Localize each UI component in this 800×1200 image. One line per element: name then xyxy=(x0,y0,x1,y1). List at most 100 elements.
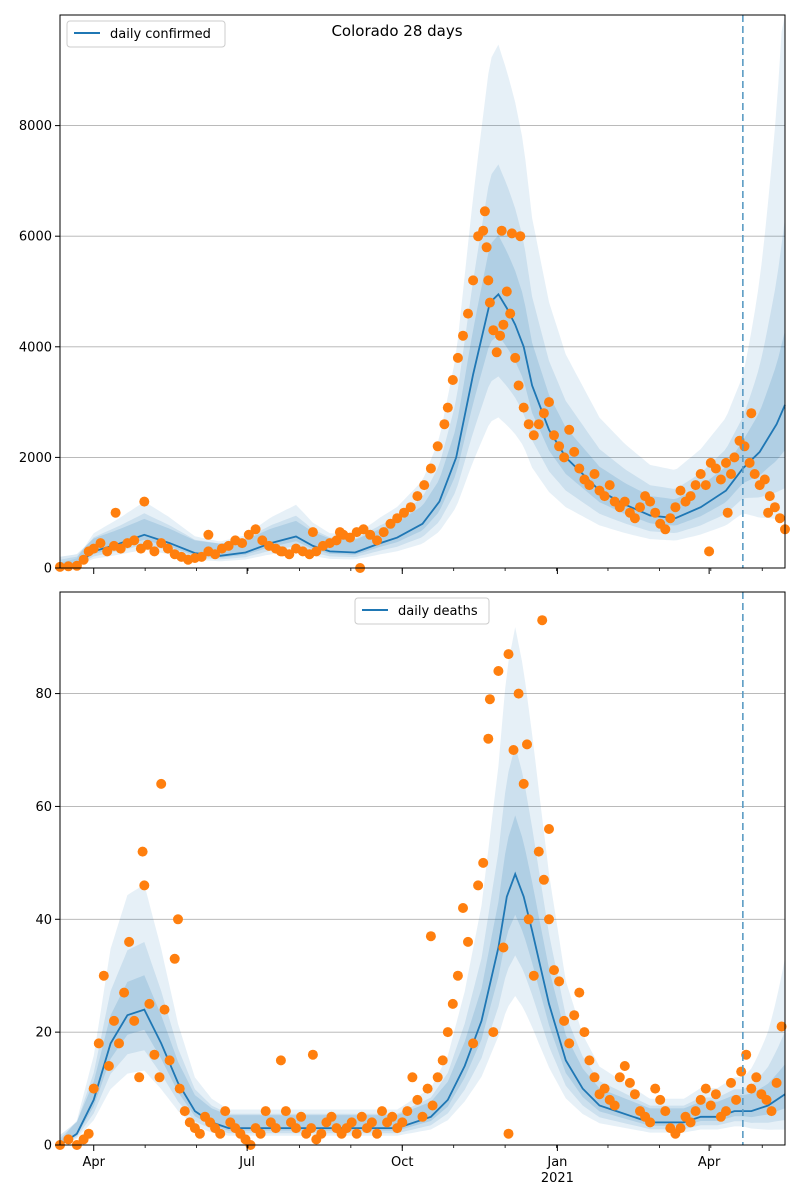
observed-point xyxy=(515,231,526,242)
observed-point xyxy=(144,998,155,1009)
observed-point xyxy=(505,308,516,319)
observed-point xyxy=(518,778,529,789)
observed-point xyxy=(439,419,450,430)
observed-point xyxy=(378,527,389,538)
observed-point xyxy=(463,936,473,947)
deaths-plot-area xyxy=(60,592,785,1145)
observed-point xyxy=(533,846,544,857)
observed-point xyxy=(645,1117,656,1128)
observed-point xyxy=(700,480,711,491)
observed-point xyxy=(726,469,736,479)
observed-point xyxy=(584,480,595,491)
observed-point xyxy=(417,1111,428,1122)
observed-point xyxy=(458,330,468,341)
observed-point xyxy=(729,452,740,463)
observed-point xyxy=(275,1055,286,1066)
observed-point xyxy=(223,540,234,551)
observed-point xyxy=(690,480,701,491)
observed-point xyxy=(769,502,780,513)
confirmed-legend: daily confirmed xyxy=(66,20,226,48)
observed-point xyxy=(134,1072,145,1083)
observed-point xyxy=(746,1083,757,1094)
observed-point xyxy=(173,914,183,925)
observed-point xyxy=(660,524,671,535)
observed-point xyxy=(739,441,750,452)
observed-point xyxy=(316,1128,327,1139)
observed-point xyxy=(311,546,322,557)
observed-point xyxy=(559,1015,570,1026)
observed-point xyxy=(564,424,575,435)
legend-label-confirmed: daily confirmed xyxy=(110,27,211,42)
observed-point xyxy=(722,507,733,518)
confirmed-plot-area xyxy=(60,15,785,568)
observed-point xyxy=(619,496,630,507)
deaths-legend: daily deaths xyxy=(354,597,490,625)
uncertainty-band xyxy=(60,235,785,568)
observed-point xyxy=(498,942,509,953)
observed-point xyxy=(764,491,775,502)
y-tick-label: 2000 xyxy=(19,451,52,466)
observed-point xyxy=(139,496,150,507)
observed-point xyxy=(110,507,121,518)
observed-point xyxy=(538,408,549,419)
observed-point xyxy=(306,1123,317,1134)
observed-point xyxy=(522,739,532,750)
observed-point xyxy=(307,1049,318,1060)
y-tick-label: 20 xyxy=(35,1026,52,1041)
observed-point xyxy=(705,1100,716,1111)
observed-point xyxy=(194,1128,205,1139)
observed-point xyxy=(564,1038,575,1049)
observed-point xyxy=(405,502,416,513)
observed-point xyxy=(609,1100,620,1111)
observed-point xyxy=(554,976,565,987)
x-tick-label: Oct xyxy=(391,1155,413,1170)
observed-point xyxy=(503,649,514,660)
observed-point xyxy=(495,330,506,341)
observed-point xyxy=(690,1106,701,1117)
observed-point xyxy=(412,1094,423,1105)
observed-point xyxy=(483,275,494,286)
observed-point xyxy=(685,491,696,502)
observed-point xyxy=(501,286,512,297)
observed-point xyxy=(372,535,382,546)
observed-point xyxy=(331,535,342,546)
observed-point xyxy=(721,1106,731,1117)
observed-point xyxy=(528,430,539,441)
observed-point xyxy=(88,543,99,554)
observed-point xyxy=(665,513,676,524)
observed-point xyxy=(149,1049,160,1060)
observed-point xyxy=(749,469,760,479)
observed-point xyxy=(88,1083,99,1094)
observed-point xyxy=(356,1111,367,1122)
observed-point xyxy=(407,1072,418,1083)
observed-point xyxy=(544,914,554,925)
deaths-frame xyxy=(59,591,786,1146)
observed-point xyxy=(650,1083,661,1094)
observed-point xyxy=(257,535,268,546)
observed-point xyxy=(513,380,524,391)
observed-point xyxy=(496,225,507,236)
observed-point xyxy=(387,1111,398,1122)
observed-point xyxy=(114,1038,124,1049)
observed-point xyxy=(334,527,345,538)
observed-point xyxy=(392,513,403,524)
observed-point xyxy=(210,549,221,560)
x-tick-label: Apr xyxy=(82,1155,105,1170)
observed-point xyxy=(771,1077,782,1088)
observed-point xyxy=(670,502,681,513)
observed-point xyxy=(402,1106,413,1117)
observed-point xyxy=(528,970,539,981)
observed-point xyxy=(554,441,565,452)
observed-point xyxy=(425,931,436,942)
observed-point xyxy=(95,538,106,549)
observed-point xyxy=(478,225,489,236)
observed-point xyxy=(366,1117,377,1128)
y-tick-label: 8000 xyxy=(19,119,52,134)
observed-point xyxy=(284,549,295,560)
observed-point xyxy=(463,308,473,319)
legend-label-deaths: daily deaths xyxy=(398,604,478,619)
uncertainty-band xyxy=(60,815,785,1145)
observed-point xyxy=(721,457,731,468)
observed-point xyxy=(645,496,656,507)
observed-point xyxy=(660,1106,671,1117)
